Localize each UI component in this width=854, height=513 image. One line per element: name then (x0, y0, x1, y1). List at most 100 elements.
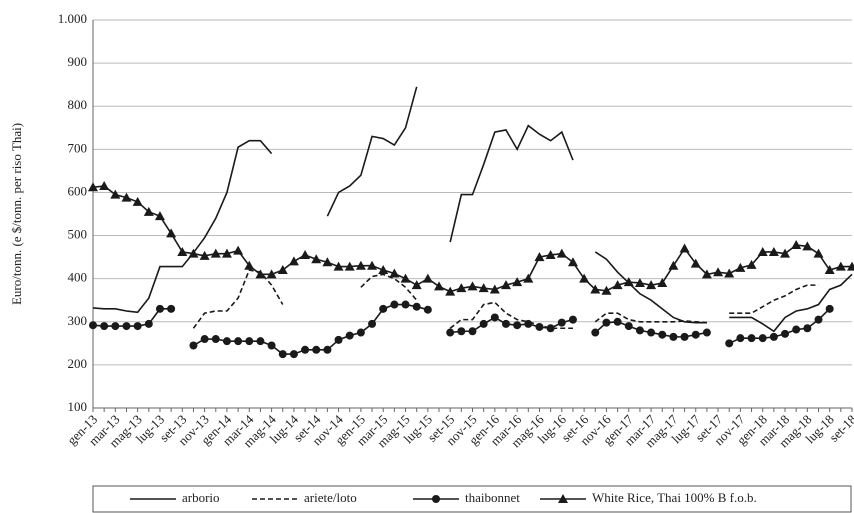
point (568, 315, 577, 324)
point (288, 256, 299, 266)
point (111, 322, 120, 331)
point (244, 260, 255, 270)
point (311, 254, 322, 264)
point (724, 268, 735, 278)
point (813, 248, 824, 258)
point (489, 284, 500, 294)
point (567, 257, 578, 267)
point (267, 341, 276, 350)
y-tick-label: 300 (68, 313, 88, 328)
point (89, 321, 97, 330)
point (747, 334, 756, 343)
point (781, 329, 790, 338)
point (612, 280, 623, 290)
point (713, 267, 724, 277)
point (266, 269, 277, 279)
point (411, 280, 422, 290)
point (512, 277, 523, 287)
point (312, 345, 321, 354)
point (468, 327, 477, 336)
point (412, 302, 421, 311)
point (746, 259, 757, 269)
point (301, 345, 310, 354)
point (601, 285, 612, 295)
point (389, 268, 400, 278)
y-axis-label: Euro/tonn. (e $/tonn. per riso Thai) (9, 123, 24, 305)
point (478, 283, 489, 293)
point (277, 265, 288, 275)
point (657, 277, 668, 287)
point (556, 248, 567, 258)
point (155, 304, 164, 313)
point (110, 189, 121, 199)
point (546, 324, 555, 333)
point (701, 269, 712, 279)
point (188, 248, 199, 258)
point (355, 260, 366, 270)
point (669, 332, 678, 341)
point (735, 262, 746, 272)
point (825, 304, 834, 313)
y-tick-label: 200 (68, 356, 88, 371)
point (255, 269, 266, 279)
point (211, 335, 220, 344)
legend-marker (558, 494, 568, 503)
legend-label: ariete/loto (304, 490, 357, 505)
point (691, 330, 700, 339)
y-tick-label: 100 (68, 399, 88, 414)
point (100, 322, 109, 331)
point (624, 322, 633, 331)
point (390, 300, 399, 309)
legend-marker (432, 495, 440, 503)
point (234, 337, 243, 346)
point (456, 283, 467, 293)
point (345, 331, 354, 340)
point (680, 332, 689, 341)
point (445, 286, 456, 296)
point (757, 246, 768, 256)
point (167, 304, 176, 313)
point (479, 319, 488, 328)
point (623, 277, 634, 287)
point (814, 315, 823, 324)
point (847, 261, 854, 271)
point (401, 300, 410, 309)
legend-label: arborio (182, 490, 220, 505)
point (803, 324, 812, 333)
point (166, 228, 177, 238)
series-line (192, 269, 819, 330)
y-tick-label: 900 (68, 54, 88, 69)
point (824, 265, 835, 275)
point (256, 337, 265, 346)
point (668, 260, 679, 270)
y-tick-label: 400 (68, 270, 88, 285)
point (221, 248, 232, 258)
point (490, 313, 499, 322)
point (467, 281, 478, 291)
point (769, 332, 778, 341)
point (199, 250, 210, 260)
point (222, 337, 231, 346)
point (322, 257, 333, 267)
point (534, 252, 545, 262)
point (434, 281, 445, 291)
legend-label: White Rice, Thai 100% B f.o.b. (592, 490, 757, 505)
point (245, 337, 254, 346)
point (132, 196, 143, 206)
point (133, 322, 142, 331)
point (791, 240, 802, 250)
point (99, 180, 110, 190)
point (379, 304, 388, 313)
point (323, 345, 332, 354)
point (725, 339, 734, 348)
legend-box (92, 485, 852, 513)
point (635, 326, 644, 335)
point (334, 335, 343, 344)
point (590, 284, 601, 294)
point (802, 241, 813, 251)
point (423, 305, 432, 314)
point (210, 248, 221, 258)
point (378, 265, 389, 275)
point (690, 258, 701, 268)
point (400, 273, 411, 283)
